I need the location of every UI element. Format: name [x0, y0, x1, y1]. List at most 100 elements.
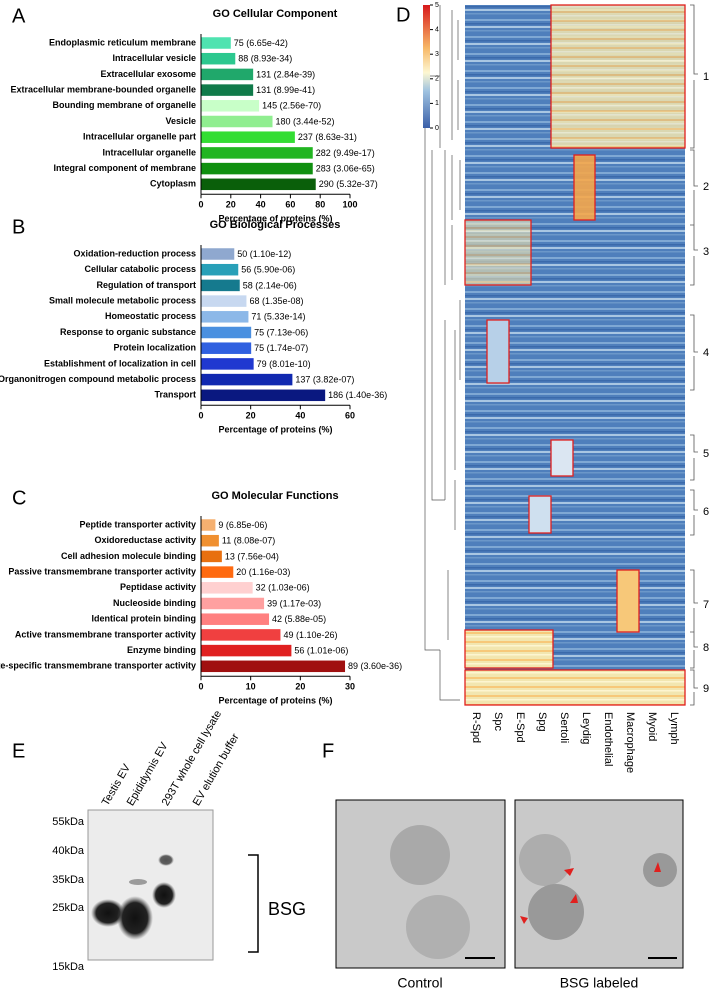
arrowheads — [520, 862, 661, 924]
x-tick-label: 40 — [256, 200, 266, 210]
bar-label: 186 (1.40e-36) — [328, 390, 387, 400]
heatmap-highlight — [487, 320, 509, 383]
panel-letter: C — [12, 487, 26, 509]
bar — [201, 295, 247, 307]
category-label: Regulation of transport — [97, 280, 197, 290]
heatmap-highlight — [465, 220, 531, 285]
heatmap-highlight — [617, 570, 639, 632]
category-label: Substrate-specific transmembrane transpo… — [0, 661, 196, 671]
column-label: Sertoli — [558, 712, 570, 743]
colorbar-tick-label: 2 — [435, 76, 439, 83]
image-label: BSG labeled — [560, 975, 639, 991]
column-label: Macrophage — [624, 712, 636, 773]
bar — [201, 660, 346, 673]
bar — [201, 644, 292, 657]
heatmap-highlight — [529, 496, 551, 533]
bar — [201, 519, 216, 531]
bar — [201, 550, 222, 563]
bar-label: 237 (8.63e-31) — [298, 132, 357, 142]
category-label: Identical protein binding — [92, 614, 197, 624]
bar-label: 68 (1.35e-08) — [249, 296, 303, 306]
x-tick-label: 0 — [198, 682, 203, 692]
marker-label: 35kDa — [52, 874, 85, 886]
column-label: Spc — [492, 712, 504, 731]
category-label: Organonitrogen compound metabolic proces… — [0, 374, 196, 384]
bar-label: 71 (5.33e-14) — [251, 312, 305, 322]
colorbar-tick-label: 5 — [435, 2, 439, 9]
band — [152, 882, 176, 908]
column-label: E-Spd — [514, 712, 526, 743]
cluster-label: 6 — [703, 506, 709, 518]
chart-title: GO Molecular Functions — [211, 490, 338, 502]
bar-label: 58 (2.14e-06) — [243, 280, 297, 290]
category-label: Enzyme binding — [127, 645, 196, 655]
x-tick-label: 0 — [198, 200, 203, 210]
colorbar-tick-label: 3 — [435, 51, 439, 58]
bar-label: 290 (5.32e-37) — [319, 179, 378, 189]
heatmap-highlight — [574, 155, 595, 220]
band — [117, 896, 153, 940]
x-tick-label: 30 — [345, 682, 355, 692]
cluster-label: 2 — [703, 181, 709, 193]
bar — [201, 582, 253, 594]
bar-label: 39 (1.17e-03) — [267, 598, 321, 608]
column-label: Endothelial — [602, 712, 614, 766]
category-label: Oxidoreductase activity — [94, 535, 196, 545]
x-tick-label: 20 — [246, 411, 256, 421]
bar-label: 49 (1.10e-26) — [283, 630, 337, 640]
bar-label: 75 (6.65e-42) — [234, 38, 288, 48]
category-label: Oxidation-reduction process — [73, 248, 196, 258]
x-tick-label: 40 — [295, 411, 305, 421]
bar — [201, 52, 236, 65]
heatmap-highlight — [551, 440, 573, 476]
bar — [201, 68, 254, 81]
bar — [201, 389, 326, 402]
bar — [201, 279, 240, 292]
category-label: Intracellular vesicle — [112, 53, 196, 63]
category-label: Integral component of membrane — [53, 163, 196, 173]
band — [129, 879, 147, 885]
cluster-boxes — [464, 4, 686, 706]
vesicle — [406, 895, 470, 959]
bar — [201, 263, 239, 276]
cluster-brackets — [690, 4, 698, 706]
category-label: Transport — [154, 390, 196, 400]
bar-label: 88 (8.93e-34) — [238, 54, 292, 64]
marker-label: 55kDa — [52, 816, 85, 828]
x-tick-label: 10 — [246, 682, 256, 692]
chart-title: GO Cellular Component — [213, 8, 338, 20]
cluster-label: 8 — [703, 642, 709, 654]
vesicle — [519, 834, 571, 886]
bar-label: 131 (2.84e-39) — [256, 69, 315, 79]
bar — [201, 115, 273, 128]
bar-label: 283 (3.06e-65) — [316, 163, 375, 173]
x-tick-label: 60 — [345, 411, 355, 421]
bar-label: 282 (9.49e-17) — [316, 148, 375, 158]
category-label: Nucleoside binding — [113, 598, 196, 608]
bar-label: 79 (8.01e-10) — [257, 359, 311, 369]
category-label: Protein localization — [113, 343, 196, 353]
x-tick-label: 20 — [226, 200, 236, 210]
category-label: Endoplasmic reticulum membrane — [49, 37, 196, 47]
heatmap-highlight — [551, 5, 685, 148]
bar-label: 131 (8.99e-41) — [256, 85, 315, 95]
chart-title: GO Biological Processes — [210, 219, 341, 231]
bar — [201, 534, 219, 547]
bar-label: 137 (3.82e-07) — [295, 374, 354, 384]
panel-letter: D — [396, 4, 410, 26]
bar — [201, 84, 254, 96]
bar-label: 56 (5.90e-06) — [241, 265, 295, 275]
bar — [201, 178, 316, 191]
bar-label: 11 (8.08e-07) — [222, 536, 275, 546]
heatmap-highlight — [465, 670, 685, 705]
bar-label: 42 (5.88e-05) — [272, 614, 326, 624]
x-tick-label: 0 — [198, 411, 203, 421]
marker-label: 25kDa — [52, 902, 85, 914]
bar — [201, 100, 260, 112]
cluster-label: 3 — [703, 246, 709, 258]
bar-label: 145 (2.56e-70) — [262, 101, 321, 111]
vesicle — [390, 825, 450, 885]
category-label: Small molecule metabolic process — [49, 295, 196, 305]
bar-label: 56 (1.01e-06) — [294, 645, 348, 655]
